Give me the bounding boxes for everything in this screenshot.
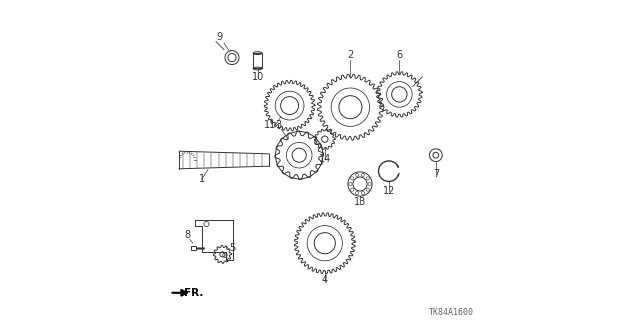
Text: 4: 4 [322, 275, 328, 285]
Text: 13: 13 [354, 197, 366, 207]
Text: 2: 2 [348, 50, 353, 60]
Text: 8: 8 [184, 230, 190, 240]
Text: 7: 7 [433, 169, 439, 179]
Text: 1: 1 [198, 174, 205, 184]
Text: 11: 11 [264, 120, 276, 130]
Text: FR.: FR. [184, 288, 204, 298]
Bar [191, 246, 196, 250]
Text: TK84A1600: TK84A1600 [429, 308, 474, 317]
Text: 9: 9 [216, 32, 222, 42]
Bar [253, 53, 262, 68]
Text: 14: 14 [319, 154, 331, 164]
Text: 5: 5 [229, 243, 235, 253]
Text: 12: 12 [383, 186, 395, 196]
Text: 10: 10 [252, 72, 264, 82]
Text: 6: 6 [396, 50, 403, 60]
Text: 3: 3 [275, 120, 282, 130]
